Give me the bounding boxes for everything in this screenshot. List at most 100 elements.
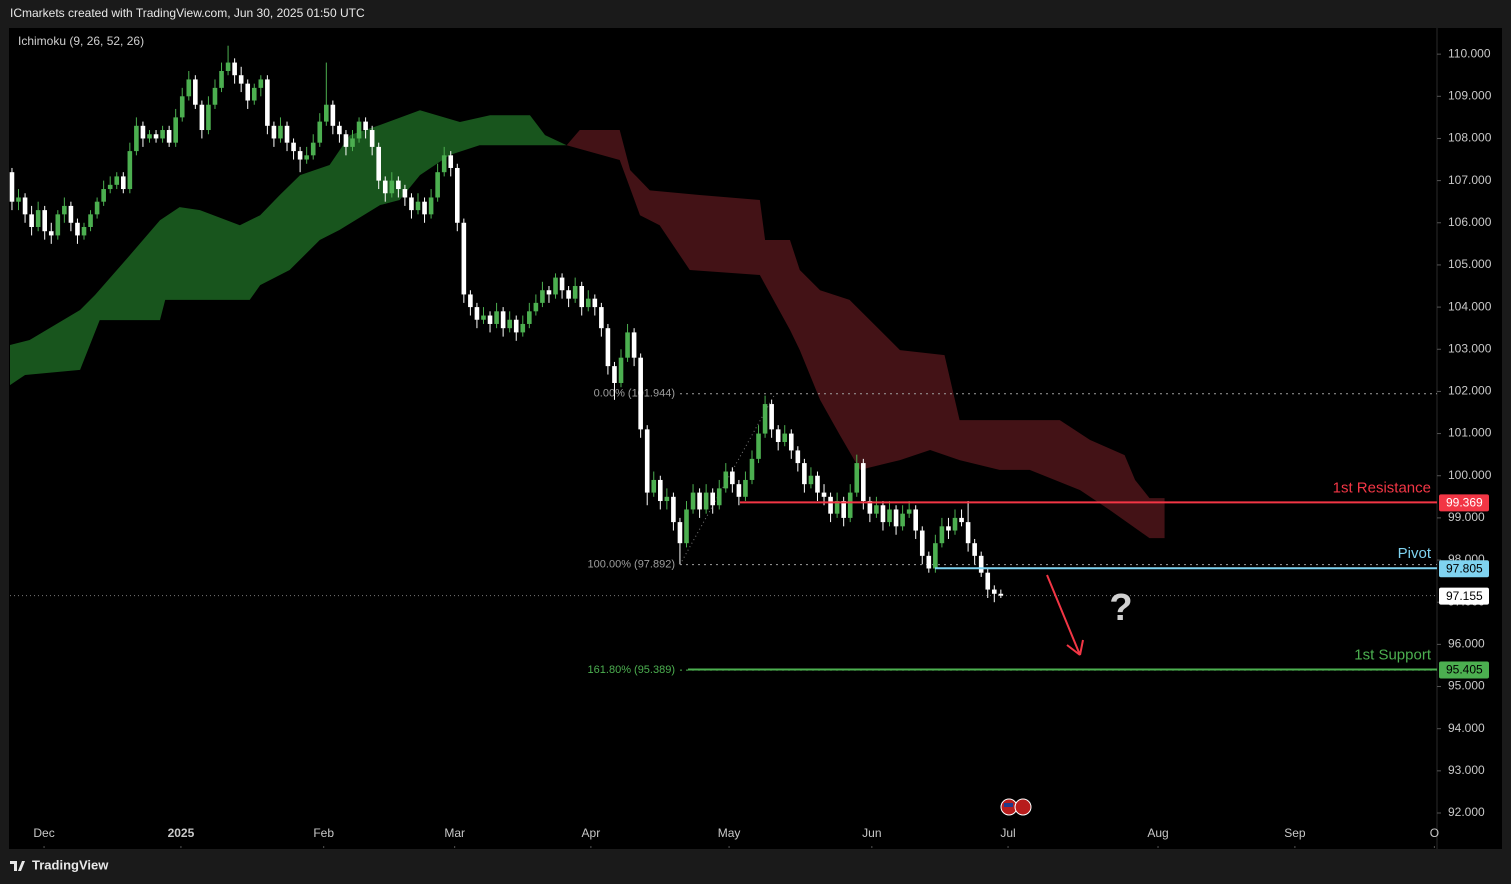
candle-body <box>710 492 715 506</box>
candle-body <box>120 176 126 190</box>
candle-body <box>775 429 781 443</box>
footer-logo: TradingView <box>10 857 109 872</box>
candle-body <box>939 526 945 544</box>
candle-body <box>265 79 270 126</box>
candle-body <box>815 475 820 493</box>
candle-body <box>736 484 742 497</box>
candle-body <box>612 366 617 383</box>
candle-body <box>245 83 251 101</box>
candle-body <box>448 155 454 168</box>
candle-body <box>566 290 571 299</box>
candle-body <box>251 87 257 101</box>
candle-body <box>795 450 801 464</box>
candle-body <box>919 530 925 556</box>
candle-body <box>232 62 237 76</box>
fib-label: 0.00% (101.944) <box>594 388 675 400</box>
candle-body <box>75 222 80 236</box>
candle-body <box>762 404 768 434</box>
candle-body <box>867 501 873 514</box>
candle-body <box>42 210 48 232</box>
candle-body <box>258 79 264 88</box>
candle-body <box>114 176 120 185</box>
candle-body <box>684 509 689 544</box>
candle-body <box>94 201 100 215</box>
candle-body <box>572 286 578 299</box>
candle-body <box>998 593 1004 596</box>
candle-body <box>690 492 696 510</box>
y-tick-label: 106.000 <box>1448 215 1492 229</box>
candle-body <box>952 517 958 531</box>
candle-body <box>310 142 316 156</box>
candle-body <box>324 104 329 122</box>
candle-body <box>147 134 152 139</box>
y-tick-label: 100.000 <box>1448 468 1492 482</box>
candle-body <box>415 201 421 211</box>
candle-body <box>297 151 303 160</box>
candle-body <box>874 505 879 514</box>
candle-body <box>887 509 892 523</box>
candle-body <box>546 290 552 295</box>
level-price-tag: 97.805 <box>1446 561 1483 575</box>
level-price-tag: 95.405 <box>1446 663 1483 677</box>
footer-text: TradingView <box>32 857 109 872</box>
candle-body <box>494 311 499 324</box>
ichimoku-cloud <box>10 110 567 386</box>
x-tick-label: Jun <box>862 826 881 840</box>
candle-body <box>559 277 565 291</box>
candle-body <box>409 197 414 211</box>
y-tick-label: 109.000 <box>1448 88 1492 102</box>
candle-body <box>376 146 382 181</box>
candle-body <box>396 180 401 190</box>
candle-body <box>35 210 41 227</box>
candle-body <box>441 155 447 173</box>
candle-body <box>291 142 296 152</box>
candle-body <box>913 509 919 531</box>
last-price-tag: 97.155 <box>1446 589 1483 603</box>
y-tick-label: 110.000 <box>1448 46 1491 60</box>
candle-body <box>389 180 395 194</box>
candle-body <box>985 572 991 590</box>
candle-body <box>854 463 860 493</box>
candle-body <box>212 87 218 105</box>
candle-body <box>81 226 87 236</box>
candle-body <box>363 121 368 131</box>
candle-body <box>500 311 506 329</box>
candle-body <box>225 62 231 72</box>
x-tick-label: Aug <box>1147 826 1168 840</box>
candle-body <box>454 167 460 223</box>
candle-body <box>461 222 467 295</box>
y-tick-label: 92.000 <box>1448 805 1485 819</box>
candle-body <box>127 151 133 190</box>
x-tick-label: Apr <box>582 826 601 840</box>
fib-label: 100.00% (97.892) <box>588 559 675 571</box>
candle-body <box>173 117 178 143</box>
level-label: Pivot <box>1398 545 1432 562</box>
candle-body <box>599 307 604 329</box>
level-label: 1st Resistance <box>1333 479 1431 496</box>
candle-body <box>651 479 657 493</box>
candle-body <box>821 492 827 497</box>
candle-body <box>428 197 434 215</box>
candle-body <box>402 189 408 198</box>
candle-body <box>481 315 486 320</box>
candle-body <box>140 125 146 139</box>
candle-body <box>29 214 34 227</box>
candle-body <box>337 125 342 135</box>
candle-body <box>893 509 899 527</box>
candle-body <box>671 496 676 523</box>
candle-body <box>153 134 159 139</box>
candle-body <box>782 433 788 443</box>
candle-body <box>677 522 683 544</box>
level-label: 1st Support <box>1354 646 1432 663</box>
plot: 110.000 109.000 108.000 107.000 106.000 105.0… <box>9 45 1492 848</box>
y-tick-label: 93.000 <box>1448 763 1485 777</box>
candle-body <box>553 277 558 295</box>
candle-body <box>631 332 637 358</box>
header-text: ICmarkets created with TradingView.com, … <box>10 6 365 20</box>
indicator-label: Ichimoku (9, 26, 52, 26) <box>18 34 144 48</box>
candle-body <box>618 357 624 383</box>
y-tick-label: 94.000 <box>1448 721 1485 735</box>
candle-body <box>356 121 362 139</box>
candle-body <box>644 429 650 493</box>
candle-body <box>880 505 886 523</box>
